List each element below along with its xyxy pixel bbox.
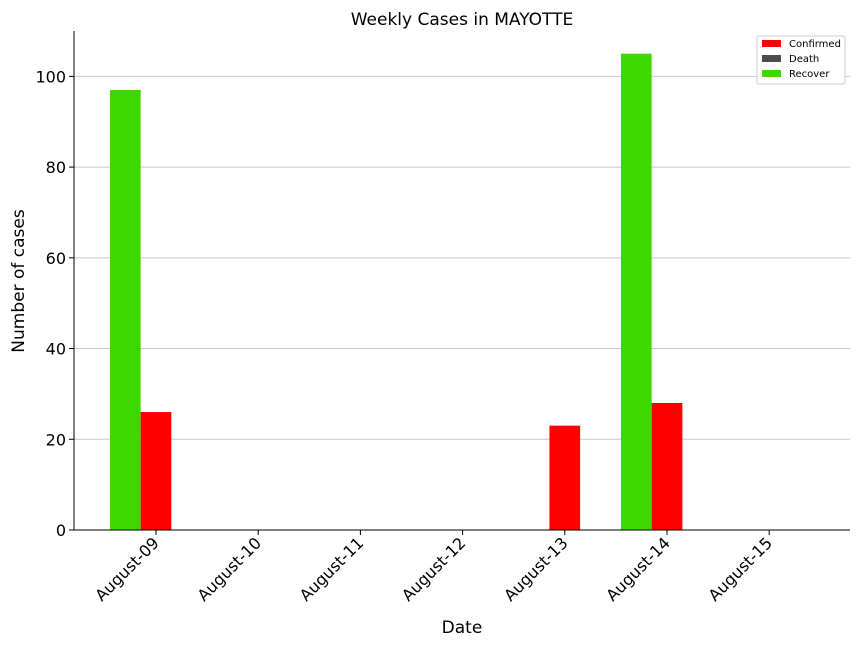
legend-swatch-death	[762, 55, 781, 62]
x-tick-label-august-14: August-14	[602, 533, 674, 605]
legend-label-confirmed: Confirmed	[789, 39, 841, 50]
y-ticks: 0 20 40 60 80 100	[35, 67, 74, 540]
bar-recover-august-14	[620, 53, 652, 530]
x-axis-label: Date	[442, 618, 483, 638]
bar-recover-august-09	[109, 89, 141, 531]
bar-confirmed-august-13	[549, 425, 581, 530]
legend: Confirmed Death Recover	[756, 35, 846, 85]
bars	[109, 53, 683, 531]
y-tick-label-40: 40	[46, 340, 66, 359]
bar-confirmed-august-14	[651, 402, 683, 530]
legend-swatch-recover	[762, 70, 781, 77]
y-tick-label-80: 80	[46, 158, 66, 177]
x-ticks: August-09 August-10 August-11 August-12 Augu…	[91, 530, 776, 605]
y-tick-label-20: 20	[46, 430, 66, 449]
chart-title: Weekly Cases in MAYOTTE	[351, 10, 574, 30]
x-tick-label-august-09: August-09	[91, 533, 163, 605]
bar-confirmed-august-09	[140, 412, 172, 530]
x-tick-label-august-10: August-10	[194, 533, 266, 605]
x-tick-label-august-11: August-11	[296, 533, 368, 605]
y-tick-label-100: 100	[35, 67, 66, 86]
legend-swatch-confirmed	[762, 40, 781, 47]
grid-lines	[74, 75, 850, 440]
y-tick-label-0: 0	[56, 521, 66, 540]
x-tick-label-august-13: August-13	[500, 533, 572, 605]
y-tick-label-60: 60	[46, 249, 66, 268]
x-tick-label-august-12: August-12	[398, 533, 470, 605]
legend-label-death: Death	[789, 54, 819, 65]
legend-label-recover: Recover	[789, 69, 830, 80]
axes	[73, 31, 850, 531]
y-axis-label: Number of cases	[9, 209, 29, 353]
x-tick-label-august-15: August-15	[705, 533, 777, 605]
